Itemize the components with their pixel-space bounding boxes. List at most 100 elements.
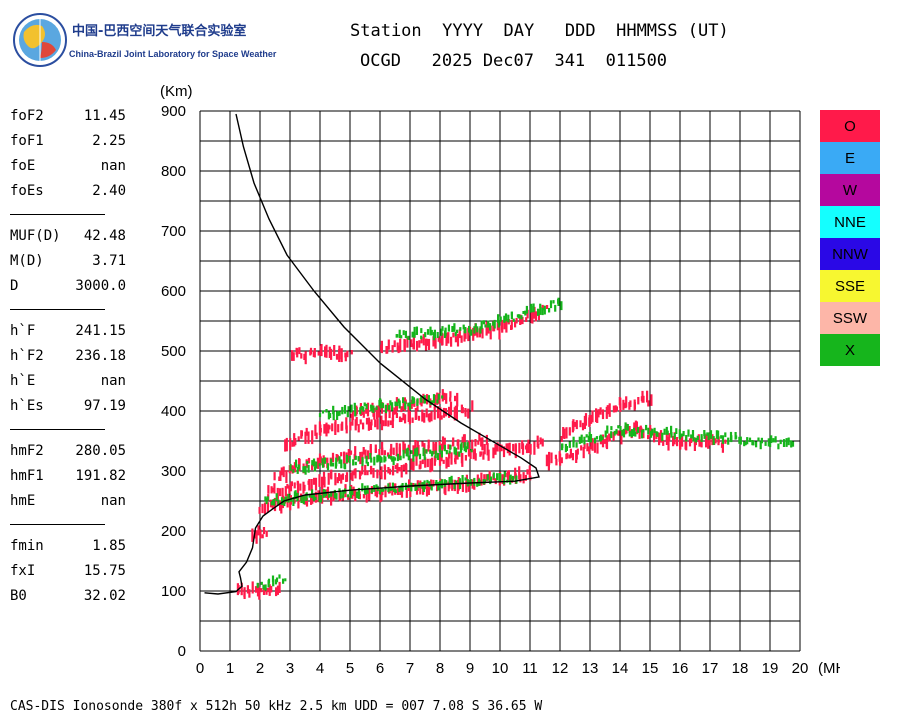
echo-mark-x [441,395,444,399]
echo-mark-o [243,587,246,599]
echo-mark-x [411,396,414,404]
echo-mark-x [746,437,749,445]
echo-mark-o [461,452,464,467]
echo-mark-x [595,436,598,440]
param-name: M(D) [10,253,44,269]
echo-mark-o [472,449,475,460]
echo-mark-x [516,314,519,318]
param-row: hmF2 280.05 [10,443,140,468]
echo-mark-x [492,321,495,326]
echo-mark-o [601,409,605,420]
echo-mark-o [534,311,537,322]
echo-mark-o [359,470,362,476]
echo-mark-o [334,472,337,486]
echo-mark-o [590,414,593,424]
echo-mark-x [404,330,407,339]
x-tick-label: 16 [672,660,689,677]
echo-mark-x [296,466,299,474]
echo-mark-o [297,495,300,509]
echo-mark-o [398,447,401,461]
echo-mark-x [709,430,713,439]
echo-mark-o [676,437,679,447]
echo-mark-x [721,435,725,444]
echo-mark-x [370,405,373,412]
echo-mark-o [458,329,461,339]
echo-mark-o [410,458,413,470]
echo-mark-o [464,408,467,415]
legend: O E W NNE NNW SSE SSW X [820,110,880,366]
echo-mark-x [292,497,295,506]
echo-mark-o [410,339,413,348]
echo-mark-o [637,397,640,405]
echo-mark-x [543,305,546,315]
echo-mark-x [496,473,499,481]
echo-mark-x [712,436,715,445]
echo-mark-o [515,318,518,324]
echo-mark-o [521,443,525,455]
echo-mark-o [300,430,303,437]
echo-mark-x [703,432,706,439]
echo-mark-o [248,589,251,598]
echo-mark-o [429,458,432,473]
echo-mark-x [304,465,307,475]
param-row: foE nan [10,158,140,183]
echo-mark-x [284,578,287,582]
echo-mark-x [332,411,335,421]
echo-mark-x [601,436,604,441]
echo-mark-o [345,472,349,482]
echo-mark-x [363,402,366,407]
echo-mark-o [361,465,364,475]
param-value: 15.75 [83,563,126,579]
echo-mark-o [563,428,566,439]
echo-mark-o [591,410,594,423]
echo-mark-x [354,461,357,466]
echo-mark-o [330,348,333,360]
echo-mark-o [605,436,608,448]
echo-mark-o [588,446,591,455]
echo-mark-x [443,444,446,452]
echo-mark-o [406,336,409,348]
echo-mark-x [331,462,335,467]
echo-mark-x [347,406,350,411]
echo-mark-x [287,493,290,503]
echo-mark-o [650,394,653,406]
echo-mark-x [416,398,419,404]
echo-mark-o [369,421,373,430]
echo-mark-o [705,434,708,448]
echo-mark-o [261,534,264,539]
echo-mark-x [585,434,588,438]
echo-mark-x [326,463,330,471]
echo-mark-x [357,456,360,462]
echo-mark-x [318,463,321,467]
echo-mark-o [311,464,314,471]
echo-mark-o [345,425,348,434]
echo-mark-x [653,427,656,434]
echo-mark-o [369,444,372,455]
param-name: foF1 [10,133,44,149]
echo-mark-o [246,585,249,594]
echo-mark-o [395,412,398,418]
echo-mark-o [447,444,450,450]
header-columns: Station YYYY DAY DDD HHMMSS (UT) [350,21,729,41]
echo-mark-o [489,325,492,340]
echo-mark-x [359,407,362,415]
echo-mark-o [432,441,435,455]
echo-mark-o [316,457,319,469]
echo-mark-x [642,429,645,433]
echo-mark-o [370,465,373,475]
echo-mark-o [341,495,344,501]
echo-mark-o [595,408,598,423]
echo-mark-o [303,353,306,360]
y-tick-label: 600 [161,283,186,300]
echo-mark-x [332,405,335,415]
param-row: M(D) 3.71 [10,253,140,278]
echo-mark-o [425,482,429,497]
echo-mark-x [760,437,763,444]
echo-mark-x [578,436,581,444]
echo-mark-o [304,351,307,365]
echo-mark-x [685,435,688,442]
echo-mark-o [533,306,536,319]
echo-mark-x [349,492,352,498]
echo-mark-o [325,422,328,437]
echo-mark-o [305,498,309,507]
